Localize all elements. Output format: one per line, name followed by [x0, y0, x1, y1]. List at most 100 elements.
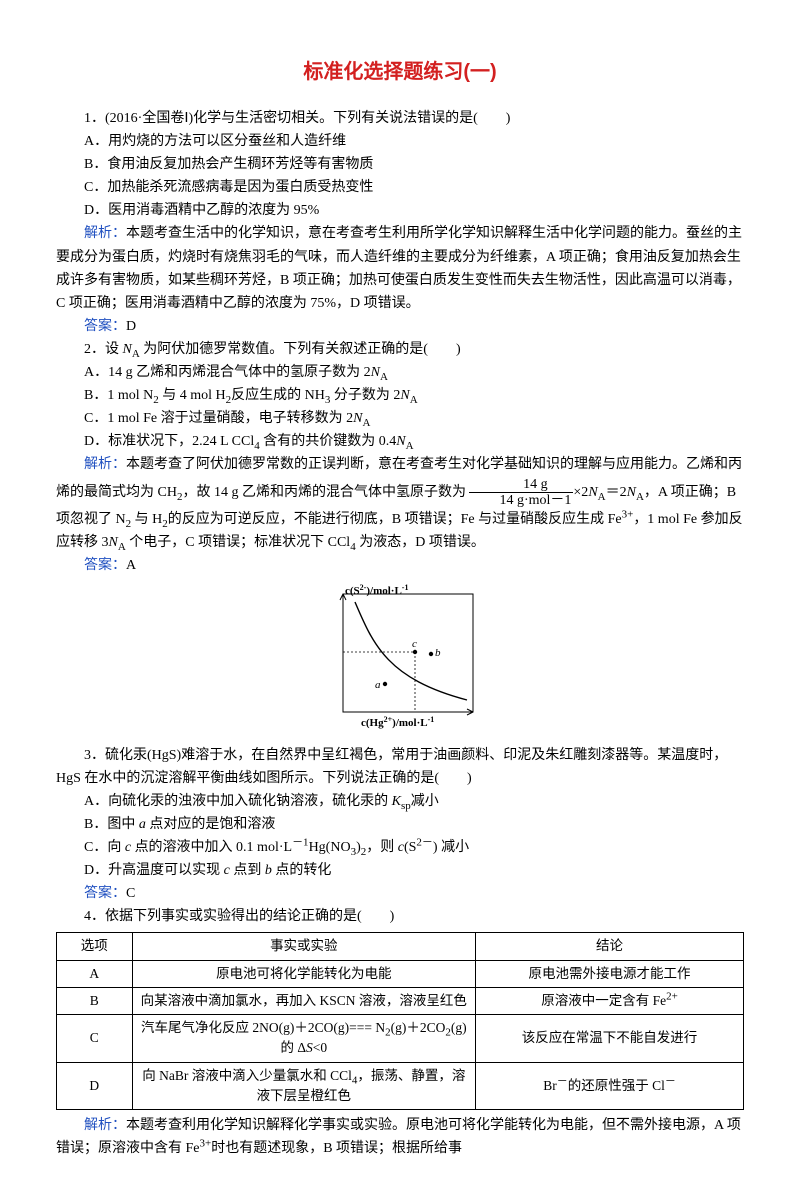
svg-text:b: b — [435, 647, 441, 659]
q2-optD: D．标准状况下，2.24 L CCl4 含有的共价键数为 0.4NA — [56, 430, 744, 453]
svg-text:a: a — [375, 679, 381, 691]
q2-answer-val: A — [126, 558, 136, 573]
d3b: 的还原性强于 Cl — [568, 1078, 665, 1093]
q1-analysis: 解析：本题考查生活中的化学知识，意在考查考生利用所学化学知识解释生活中化学问题的… — [56, 222, 744, 314]
q3-C-e: ，则 — [366, 840, 398, 855]
q3-C-b: 点的溶液中加入 0.1 mol·L — [131, 840, 292, 855]
cell-D-conc: Br－的还原性强于 Cl－ — [476, 1062, 744, 1110]
q2-stem-a: 2．设 — [84, 342, 123, 357]
b3a: 原溶液中一定含有 Fe — [541, 993, 666, 1008]
cell-A-fact: 原电池可将化学能转化为电能 — [132, 960, 476, 987]
q3-optD: D．升高温度可以实现 c 点到 b 点的转化 — [56, 859, 744, 882]
cell-C: C — [57, 1015, 133, 1063]
c2b: (g)＋2CO — [391, 1020, 446, 1035]
c2a: 汽车尾气净化反应 2NO(g)＋2CO(g)=== N — [141, 1020, 385, 1035]
q3-C-f: (S — [404, 840, 416, 855]
table-row: B 向某溶液中滴加氯水，再加入 KSCN 溶液，溶液呈红色 原溶液中一定含有 F… — [57, 987, 744, 1014]
solubility-curve-figure: a c b c(S2-)/mol·L-1 c(Hg2+)/mol·L-1 — [56, 584, 744, 742]
q2-B-d: 分子数为 2 — [330, 388, 400, 403]
cell-B: B — [57, 987, 133, 1014]
th-conclusion: 结论 — [476, 933, 744, 960]
cell-A-conc: 原电池需外接电源才能工作 — [476, 960, 744, 987]
cell-B-fact: 向某溶液中滴加氯水，再加入 KSCN 溶液，溶液呈红色 — [132, 987, 476, 1014]
curve-svg: a c b c(S2-)/mol·L-1 c(Hg2+)/mol·L-1 — [315, 584, 485, 734]
q4-jx-b: 时也有题述现象，B 项错误；根据所给事 — [211, 1141, 462, 1156]
q3-B-a: B．图中 — [84, 817, 139, 832]
q2-optB: B．1 mol N2 与 4 mol H2反应生成的 NH3 分子数为 2NA — [56, 384, 744, 407]
q2-stem: 2．设 NA 为阿伏加德罗常数值。下列有关叙述正确的是( ) — [56, 338, 744, 361]
q2-D-a: D．标准状况下，2.24 L CCl — [84, 434, 254, 449]
svg-text:c: c — [412, 638, 417, 650]
svg-text:c(Hg2+)/mol·L-1: c(Hg2+)/mol·L-1 — [361, 714, 434, 729]
q1-answer-val: D — [126, 319, 136, 334]
q2-analysis: 解析：本题考查了阿伏加德罗常数的正误判断，意在考查考生对化学基础知识的理解与应用… — [56, 453, 744, 554]
table-row: C 汽车尾气净化反应 2NO(g)＋2CO(g)=== N2(g)＋2CO2(g… — [57, 1015, 744, 1063]
q2-jx-d: ＝2 — [606, 485, 627, 500]
th-fact: 事实或实验 — [132, 933, 476, 960]
q2-jx-b: ，故 14 g 乙烯和丙烯的混合气体中氢原子数为 — [182, 485, 466, 500]
q1-answer: 答案：D — [56, 315, 744, 338]
q3-optB: B．图中 a 点对应的是饱和溶液 — [56, 813, 744, 836]
q2-stem-b: 为阿伏加德罗常数值。下列有关叙述正确的是( ) — [140, 342, 461, 357]
q2-jx-g: 的反应为可逆反应，不能进行彻底，B 项错误；Fe 与过量硝酸反应生成 Fe — [168, 512, 622, 527]
q1-optD: D．医用消毒酒精中乙醇的浓度为 95% — [56, 199, 744, 222]
q1-stem: 1．(2016·全国卷Ⅰ)化学与生活密切相关。下列有关说法错误的是( ) — [56, 107, 744, 130]
q3-stem: 3．硫化汞(HgS)难溶于水，在自然界中呈红褐色，常用于油画颜料、印泥及朱红雕刻… — [56, 744, 744, 790]
q3-B-b: 点对应的是饱和溶液 — [146, 817, 276, 832]
q3-D-b: 点到 — [230, 863, 265, 878]
q1-optA: A．用灼烧的方法可以区分蚕丝和人造纤维 — [56, 130, 744, 153]
frac-bot: 14 g·mol－1 — [469, 493, 573, 508]
cell-D-fact: 向 NaBr 溶液中滴入少量氯水和 CCl4，振荡、静置，溶液下层呈橙红色 — [132, 1062, 476, 1110]
table-row: 选项 事实或实验 结论 — [57, 933, 744, 960]
q3-answer-val: C — [126, 886, 135, 901]
q2-jx-c: ×2 — [573, 485, 588, 500]
q3-optA: A．向硫化汞的浊液中加入硫化钠溶液，硫化汞的 Ksp减小 — [56, 790, 744, 813]
q3-C-a: C．向 — [84, 840, 125, 855]
q3-answer: 答案：C — [56, 882, 744, 905]
q2-optA: A．14 g 乙烯和丙烯混合气体中的氢原子数为 2NA — [56, 361, 744, 384]
q3-D-a: D．升高温度可以实现 — [84, 863, 224, 878]
q2-A-a: A．14 g 乙烯和丙烯混合气体中的氢原子数为 2 — [84, 365, 371, 380]
ksp-k: K — [392, 794, 401, 809]
table-row: D 向 NaBr 溶液中滴入少量氯水和 CCl4，振荡、静置，溶液下层呈橙红色 … — [57, 1062, 744, 1110]
q4-stem: 4．依据下列事实或实验得出的结论正确的是( ) — [56, 905, 744, 928]
q3-D-c: 点的转化 — [272, 863, 332, 878]
q4-table: 选项 事实或实验 结论 A 原电池可将化学能转化为电能 原电池需外接电源才能工作… — [56, 932, 744, 1110]
q2-jx-i: 个电子，C 项错误；标准状况下 CCl — [126, 535, 350, 550]
c2d: <0 — [313, 1040, 327, 1055]
answer-label: 答案： — [84, 558, 126, 573]
q3-C-g: ) 减小 — [433, 840, 469, 855]
fraction: 14 g 14 g·mol－1 — [469, 477, 573, 509]
q2-C-a: C．1 mol Fe 溶于过量硝酸，电子转移数为 2 — [84, 411, 353, 426]
cell-B-conc: 原溶液中一定含有 Fe2+ — [476, 987, 744, 1014]
analysis-label: 解析： — [84, 1118, 126, 1133]
q4-analysis: 解析：本题考查利用化学知识解释化学事实或实验。原电池可将化学能转化为电能，但不需… — [56, 1114, 744, 1160]
frac-top: 14 g — [469, 477, 573, 493]
answer-label: 答案： — [84, 886, 126, 901]
q3-A-a: A．向硫化汞的浊液中加入硫化钠溶液，硫化汞的 — [84, 794, 392, 809]
d2a: 向 NaBr 溶液中滴入少量氯水和 CCl — [142, 1068, 352, 1083]
page-title: 标准化选择题练习(一) — [56, 56, 744, 89]
th-option: 选项 — [57, 933, 133, 960]
q2-D-b: 含有的共价键数为 0.4 — [260, 434, 397, 449]
q1-analysis-text: 本题考查生活中的化学知识，意在考查考生利用所学化学知识解释生活中化学问题的能力。… — [56, 226, 742, 310]
q2-optC: C．1 mol Fe 溶于过量硝酸，电子转移数为 2NA — [56, 407, 744, 430]
q2-jx-j: 为液态，D 项错误。 — [356, 535, 485, 550]
answer-label: 答案： — [84, 319, 126, 334]
cell-C-fact: 汽车尾气净化反应 2NO(g)＋2CO(g)=== N2(g)＋2CO2(g)的… — [132, 1015, 476, 1063]
q3-optC: C．向 c 点的溶液中加入 0.1 mol·L－1Hg(NO3)2，则 c(S2… — [56, 836, 744, 859]
q2-jx-f: 与 H — [131, 512, 162, 527]
q2-B-b: 与 4 mol H — [159, 388, 226, 403]
q1-optC: C．加热能杀死流感病毒是因为蛋白质受热变性 — [56, 176, 744, 199]
cell-C-conc: 该反应在常温下不能自发进行 — [476, 1015, 744, 1063]
svg-text:c(S2-)/mol·L-1: c(S2-)/mol·L-1 — [345, 584, 408, 597]
q2-answer: 答案：A — [56, 554, 744, 577]
table-row: A 原电池可将化学能转化为电能 原电池需外接电源才能工作 — [57, 960, 744, 987]
q3-C-c: Hg(NO — [309, 840, 351, 855]
cell-D: D — [57, 1062, 133, 1110]
q3-A-b: 减小 — [411, 794, 439, 809]
analysis-label: 解析： — [84, 226, 126, 241]
q2-B-c: 反应生成的 NH — [231, 388, 325, 403]
q2-B-a: B．1 mol N — [84, 388, 153, 403]
cell-A: A — [57, 960, 133, 987]
